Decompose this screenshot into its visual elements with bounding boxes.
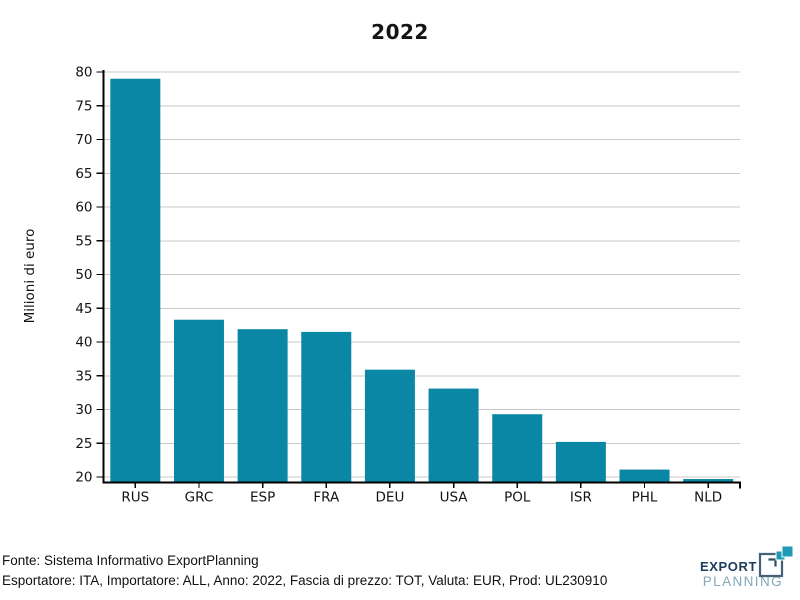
chart-title: 2022 — [371, 20, 429, 44]
logo-text-export: EXPORT — [699, 559, 757, 574]
y-tick-label-80: 80 — [75, 65, 92, 81]
y-tick-label-35: 35 — [75, 368, 92, 384]
logo-text-planning: PLANNING — [702, 574, 783, 589]
x-tick-label-PHL: PHL — [632, 490, 658, 506]
bar-NLD — [683, 479, 734, 483]
bar-ISR — [555, 441, 606, 483]
y-tick-label-55: 55 — [75, 233, 92, 249]
x-tick-label-USA: USA — [440, 490, 469, 506]
x-tick-label-ISR: ISR — [570, 490, 592, 506]
bar-PHL — [619, 469, 670, 483]
footer-params-line: Esportatore: ITA, Importatore: ALL, Anno… — [2, 573, 608, 588]
x-tick-label-FRA: FRA — [313, 490, 340, 506]
x-tick-label-ESP: ESP — [250, 490, 275, 506]
footer-source-line: Fonte: Sistema Informativo ExportPlannin… — [2, 553, 259, 568]
y-tick-label-65: 65 — [75, 166, 92, 182]
y-tick-label-50: 50 — [75, 267, 92, 283]
y-tick-label-40: 40 — [75, 335, 92, 351]
y-tick-label-75: 75 — [75, 98, 92, 114]
export-planning-logo-icon — [758, 545, 794, 578]
bar-POL — [492, 414, 543, 483]
x-tick-label-NLD: NLD — [694, 490, 722, 506]
bar-USA — [428, 388, 479, 483]
y-tick-label-25: 25 — [75, 436, 92, 452]
y-tick-label-20: 20 — [75, 470, 92, 486]
bar-ESP — [237, 329, 288, 483]
bar-GRC — [173, 319, 224, 483]
y-tick-label-45: 45 — [75, 301, 92, 317]
x-tick-label-POL: POL — [504, 490, 531, 506]
y-tick-label-30: 30 — [75, 402, 92, 418]
bar-DEU — [364, 369, 415, 483]
x-tick-label-RUS: RUS — [121, 490, 149, 506]
y-tick-label-70: 70 — [75, 132, 92, 148]
x-tick-label-DEU: DEU — [376, 490, 405, 506]
chart-footer: Fonte: Sistema Informativo ExportPlannin… — [2, 551, 607, 591]
bar-RUS — [110, 78, 161, 483]
y-tick-label-60: 60 — [75, 200, 92, 216]
x-tick-label-GRC: GRC — [185, 490, 214, 506]
bar-FRA — [301, 331, 352, 483]
bar-chart: 20 25 30 35 40 45 50 55 60 65 70 75 80 RUS GRC ESP FRA DE… — [75, 65, 741, 506]
